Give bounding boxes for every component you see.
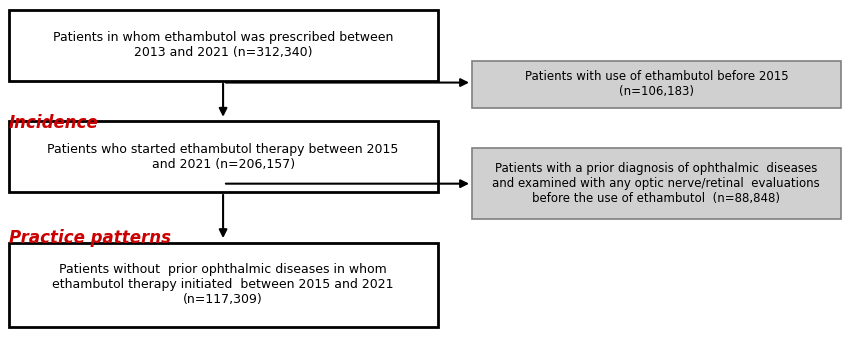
FancyBboxPatch shape <box>472 148 841 219</box>
FancyBboxPatch shape <box>9 121 438 192</box>
Text: Patients with a prior diagnosis of ophthalmic  diseases
and examined with any op: Patients with a prior diagnosis of ophth… <box>492 162 820 205</box>
Text: Patients without  prior ophthalmic diseases in whom
ethambutol therapy initiated: Patients without prior ophthalmic diseas… <box>52 263 394 306</box>
Text: Patients with use of ethambutol before 2015
(n=106,183): Patients with use of ethambutol before 2… <box>524 70 789 98</box>
Text: Practice patterns: Practice patterns <box>9 228 171 247</box>
Text: Patients who started ethambutol therapy between 2015
and 2021 (n=206,157): Patients who started ethambutol therapy … <box>47 143 399 171</box>
FancyBboxPatch shape <box>472 61 841 108</box>
Text: Incidence: Incidence <box>9 114 99 132</box>
FancyBboxPatch shape <box>9 10 438 81</box>
FancyBboxPatch shape <box>9 243 438 327</box>
Text: Patients in whom ethambutol was prescribed between
2013 and 2021 (n=312,340): Patients in whom ethambutol was prescrib… <box>53 31 393 60</box>
